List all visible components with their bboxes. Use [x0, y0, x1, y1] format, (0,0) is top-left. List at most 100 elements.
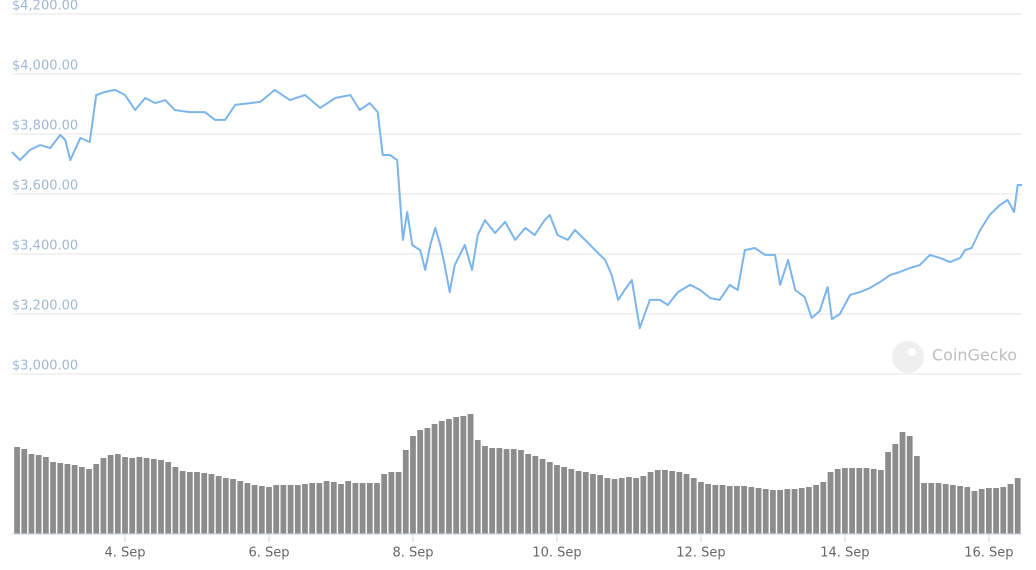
volume-bar: [770, 490, 776, 534]
volume-bar: [964, 487, 971, 534]
volume-bar: [777, 490, 783, 534]
volume-bar: [86, 469, 92, 534]
volume-bar: [78, 467, 85, 534]
volume-bar: [460, 416, 467, 534]
volume-bar: [798, 488, 805, 534]
volume-bar: [604, 478, 611, 534]
volume-bar: [366, 483, 373, 534]
volume-bar: [114, 454, 121, 534]
y-tick-label: $3,400.00: [12, 239, 78, 254]
volume-bar: [568, 469, 575, 534]
x-tick-label: 6. Sep: [248, 546, 289, 561]
volume-bar: [208, 474, 215, 534]
y-tick-label: $4,000.00: [12, 59, 78, 74]
x-tick-label: 8. Sep: [392, 546, 433, 561]
volume-bar: [158, 460, 164, 534]
volume-bar: [388, 472, 395, 534]
volume-bar: [899, 432, 906, 534]
watermark: CoinGecko: [892, 341, 1017, 373]
volume-bar: [683, 474, 690, 534]
volume-bar: [453, 417, 460, 534]
volume-layer: 4. Sep 6. Sep 8. Sep 10. Sep 12. Sep 14. Sep 1…: [12, 414, 1022, 561]
volume-bar: [633, 478, 640, 534]
volume-bar: [878, 470, 884, 534]
volume-bar: [676, 472, 683, 534]
volume-bar: [518, 450, 524, 534]
volume-bar: [734, 486, 740, 534]
volume-bar: [14, 447, 20, 534]
watermark-logo: [892, 341, 924, 373]
x-tick-label: 14. Sep: [820, 546, 869, 561]
volume-bar: [330, 482, 337, 534]
volume-bar: [244, 483, 251, 534]
volume-bar: [1000, 487, 1007, 534]
price-layer: $3,000.00 $3,200.00 $3,400.00 $3,600.00 $3,8…: [11, 0, 1022, 375]
volume-bar: [172, 467, 179, 534]
volume-bar: [222, 478, 229, 534]
volume-bar: [1014, 478, 1021, 534]
volume-bar: [251, 485, 258, 534]
y-tick-label: $4,200.00: [12, 0, 78, 14]
watermark-logo-eye: [908, 348, 916, 356]
volume-bar: [381, 474, 388, 534]
volume-bar: [489, 448, 496, 534]
volume-bar: [71, 465, 78, 534]
volume-bar: [323, 481, 330, 534]
volume-bar: [928, 483, 935, 534]
volume-bar: [35, 455, 42, 534]
volume-bar: [50, 462, 56, 534]
volume-bar: [892, 444, 899, 534]
volume-bar: [287, 485, 294, 534]
volume-bar: [417, 430, 424, 534]
volume-bar: [741, 486, 748, 534]
volume-bar: [266, 487, 272, 534]
volume-bar: [906, 436, 913, 534]
volume-bar: [978, 489, 985, 534]
volume-bar: [467, 414, 474, 534]
volume-bar: [611, 479, 618, 534]
volume-bar: [1007, 484, 1014, 534]
volume-bar: [921, 483, 927, 534]
volume-bar: [539, 459, 546, 534]
volume-bar: [813, 485, 819, 534]
volume-bar: [165, 462, 172, 534]
volume-bar: [575, 471, 582, 534]
volume-bar: [374, 483, 380, 534]
volume-bar: [280, 485, 287, 534]
volume-bar: [834, 469, 841, 534]
volume-bar: [482, 446, 488, 534]
volume-bar: [554, 465, 560, 534]
volume-bar: [237, 481, 244, 534]
volume-bar: [345, 481, 352, 534]
volume-bar: [654, 470, 661, 534]
volume-bar: [762, 489, 769, 534]
volume-bar: [438, 421, 445, 534]
volume-bar: [294, 485, 301, 534]
volume-bar: [582, 472, 589, 534]
volume-bar: [100, 458, 107, 534]
volume-bar: [150, 459, 157, 534]
volume-bar: [42, 457, 49, 534]
volume-bar: [230, 479, 236, 534]
volume-bar: [640, 476, 647, 534]
volume-bar: [316, 483, 323, 534]
x-tick-label: 16. Sep: [964, 546, 1013, 561]
x-tick-label: 12. Sep: [676, 546, 725, 561]
volume-bar: [474, 440, 481, 534]
volume-bar: [143, 458, 150, 534]
volume-bar: [215, 476, 222, 534]
volume-bar: [179, 471, 186, 534]
volume-bar: [510, 449, 517, 534]
volume-bar: [21, 449, 28, 534]
volume-bar: [410, 436, 416, 534]
volume-bar: [424, 428, 431, 534]
volume-bar: [698, 482, 704, 534]
volume-bar: [64, 464, 71, 534]
y-tick-label: $3,600.00: [12, 179, 78, 194]
volume-bar: [352, 483, 359, 534]
volume-bar: [719, 485, 726, 534]
volume-bar: [194, 472, 200, 534]
volume-bar: [395, 472, 402, 534]
volume-bar: [856, 468, 863, 534]
price-line: [11, 88, 1022, 330]
